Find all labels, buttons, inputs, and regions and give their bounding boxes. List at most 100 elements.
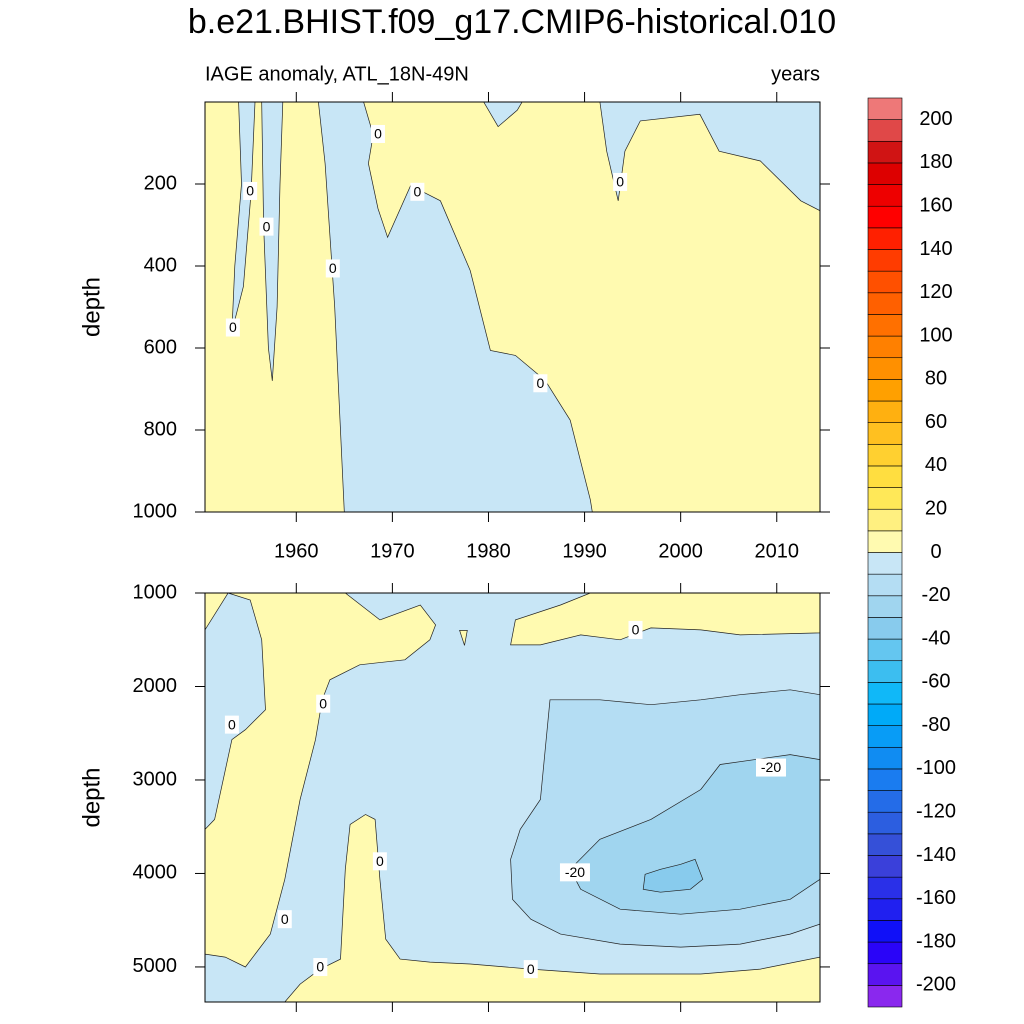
- y-tick-label: 400: [144, 254, 177, 276]
- contour-label-bg: [325, 259, 340, 278]
- y-tick-label: 3000: [133, 768, 178, 790]
- colorbar-tick-label: 140: [919, 238, 952, 260]
- colorbar-tick-label: 60: [925, 411, 947, 433]
- contour-region: [459, 630, 468, 646]
- colorbar-box: [867, 443, 903, 467]
- contour-region: [569, 754, 820, 915]
- colorbar-box: [867, 357, 903, 380]
- colorbar-box: [867, 270, 903, 294]
- contour-label: 0: [374, 126, 382, 142]
- contour-label: 0: [316, 959, 324, 975]
- y-tick-label: 600: [144, 336, 177, 358]
- contour-label: 0: [281, 911, 289, 927]
- colorbar-box: [867, 249, 903, 272]
- colorbar-box: [867, 617, 903, 640]
- colorbar-box: [867, 487, 903, 510]
- colorbar-box: [867, 768, 903, 791]
- contour-label: -20: [565, 864, 585, 880]
- contour-label: 0: [246, 183, 254, 199]
- subtitle-left: IAGE anomaly, ATL_18N-49N: [205, 63, 469, 85]
- contour-label-bg: [755, 758, 786, 777]
- y-tick-label: 1000: [133, 500, 178, 522]
- contour-region: [205, 593, 436, 968]
- colorbar-box: [867, 530, 903, 553]
- colorbar-tick-label: 40: [925, 454, 947, 476]
- colorbar-box: [867, 638, 903, 662]
- contour-label-bg: [523, 960, 538, 979]
- colorbar-box: [867, 963, 903, 986]
- chart-title: b.e21.BHIST.f09_g17.CMIP6-historical.010: [188, 3, 836, 41]
- colorbar-box: [867, 335, 903, 359]
- contour-label-bg: [533, 374, 548, 393]
- contour-label: 0: [632, 622, 640, 638]
- contour-label-bg: [559, 863, 590, 882]
- contour-label-bg: [370, 124, 385, 143]
- contour-region: [261, 102, 284, 381]
- contour-label-bg: [628, 620, 643, 639]
- colorbar-tick-label: 160: [919, 194, 952, 216]
- colorbar-box: [867, 703, 903, 726]
- y-axis-label: depth: [78, 767, 105, 827]
- contour-region: [318, 102, 593, 512]
- x-tick-label: 2000: [658, 540, 703, 562]
- colorbar-box: [867, 314, 903, 337]
- contour-label: 0: [376, 853, 384, 869]
- colorbar-box: [867, 833, 903, 856]
- contour-label-bg: [277, 910, 292, 929]
- contour-region: [231, 102, 256, 332]
- colorbar-box: [867, 184, 903, 207]
- subtitle-right: years: [771, 63, 820, 85]
- colorbar-tick-label: -60: [922, 671, 951, 693]
- colorbar-box: [867, 227, 903, 250]
- x-tick-label: 1970: [370, 540, 415, 562]
- contour-label-bg: [259, 217, 274, 236]
- colorbar-box: [867, 725, 903, 748]
- contour-region: [599, 102, 820, 212]
- contour-region: [483, 102, 523, 128]
- y-tick-label: 800: [144, 418, 177, 440]
- colorbar-box: [867, 746, 903, 770]
- contour-label: 0: [228, 716, 236, 732]
- contour-label: 0: [616, 174, 624, 190]
- colorbar-tick-label: 180: [919, 151, 952, 173]
- colorbar-tick-label: -160: [916, 887, 956, 909]
- contour-label-bg: [313, 958, 328, 977]
- y-tick-label: 4000: [133, 862, 178, 884]
- colorbar-box: [867, 119, 903, 142]
- contour-label-bg: [224, 715, 239, 734]
- colorbar-tick-label: -140: [916, 844, 956, 866]
- contour-label-bg: [613, 172, 628, 191]
- contour-label: 0: [536, 375, 544, 391]
- colorbar-box: [867, 682, 903, 705]
- colorbar-box: [867, 876, 903, 900]
- y-tick-label: 1000: [133, 581, 178, 603]
- colorbar-box: [867, 790, 903, 813]
- contour-region: [205, 593, 229, 631]
- colorbar-box: [867, 660, 903, 683]
- colorbar-box: [867, 985, 903, 1008]
- plot-frame: [204, 101, 821, 513]
- colorbar-box: [867, 465, 903, 488]
- contour-label-bg: [410, 182, 425, 201]
- contour-label: 0: [319, 695, 327, 711]
- colorbar-box: [867, 292, 903, 315]
- y-tick-label: 2000: [133, 675, 178, 697]
- colorbar-tick-label: -20: [922, 584, 951, 606]
- colorbar-box: [867, 920, 903, 943]
- colorbar-box: [867, 205, 903, 229]
- colorbar-tick-label: 100: [919, 324, 952, 346]
- contour-label-bg: [372, 852, 387, 871]
- colorbar-box: [867, 811, 903, 835]
- colorbar-tick-label: 0: [930, 541, 941, 563]
- colorbar-box: [867, 595, 903, 618]
- colorbar-box: [867, 941, 903, 965]
- colorbar-box: [867, 97, 903, 120]
- colorbar-box: [867, 400, 903, 423]
- contour-label: -20: [761, 759, 781, 775]
- colorbar-box: [867, 162, 903, 185]
- x-tick-label: 1980: [466, 540, 511, 562]
- colorbar-box: [867, 898, 903, 921]
- contour-label: 0: [263, 218, 271, 234]
- contour-label: 0: [329, 260, 337, 276]
